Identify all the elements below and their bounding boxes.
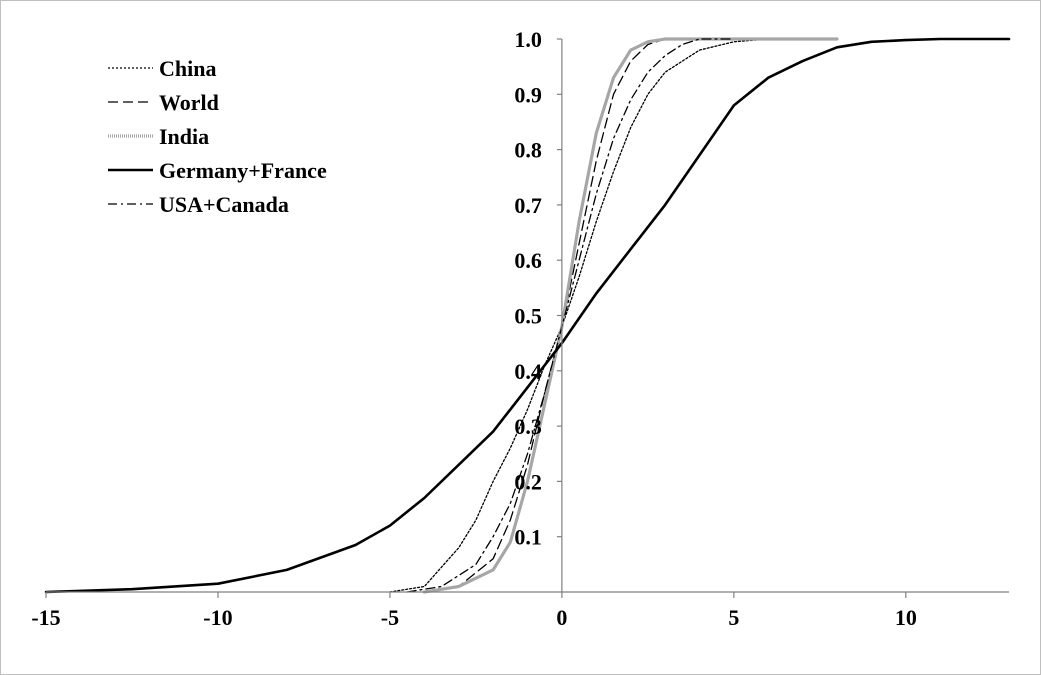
x-tick-label: 5	[728, 605, 739, 630]
y-tick-label: 1.0	[514, 27, 542, 52]
x-tick-label: 10	[895, 605, 917, 630]
y-tick-label: 0.3	[514, 414, 542, 439]
series-line-india	[422, 37, 839, 594]
legend-label-world: World	[159, 90, 219, 115]
y-tick-label: 0.2	[514, 469, 542, 494]
y-tick-label: 0.8	[514, 138, 542, 163]
legend-label-china: China	[159, 56, 216, 81]
legend: China World India Germany+France USA+Canada	[108, 56, 327, 217]
series-line-usa-canada	[406, 38, 735, 593]
series-line-world	[423, 38, 735, 593]
legend-label-germany-france: Germany+France	[159, 158, 327, 183]
y-tick-label: 0.5	[514, 304, 542, 329]
series-layer	[44, 37, 1011, 594]
axes-layer: -15 -10 -5 0 5 10 0.1 0.2 0.3 0.4 0.5 0.6 0.7 0.8 0.9 1…	[31, 27, 1009, 630]
x-tick-label: 0	[556, 605, 567, 630]
series-line-china	[389, 38, 838, 593]
legend-label-usa-canada: USA+Canada	[159, 192, 289, 217]
y-tick-label: 0.9	[514, 82, 542, 107]
x-tick-label: -15	[31, 605, 60, 630]
x-tick-label: -5	[381, 605, 399, 630]
legend-label-india: India	[159, 124, 209, 149]
y-tick-label: 0.1	[514, 525, 542, 550]
y-tick-label: 0.4	[514, 359, 542, 384]
series-line-germany-france	[44, 37, 1011, 594]
y-tick-label: 0.7	[514, 193, 542, 218]
x-tick-label: -10	[203, 605, 232, 630]
y-tick-label: 0.6	[514, 248, 542, 273]
